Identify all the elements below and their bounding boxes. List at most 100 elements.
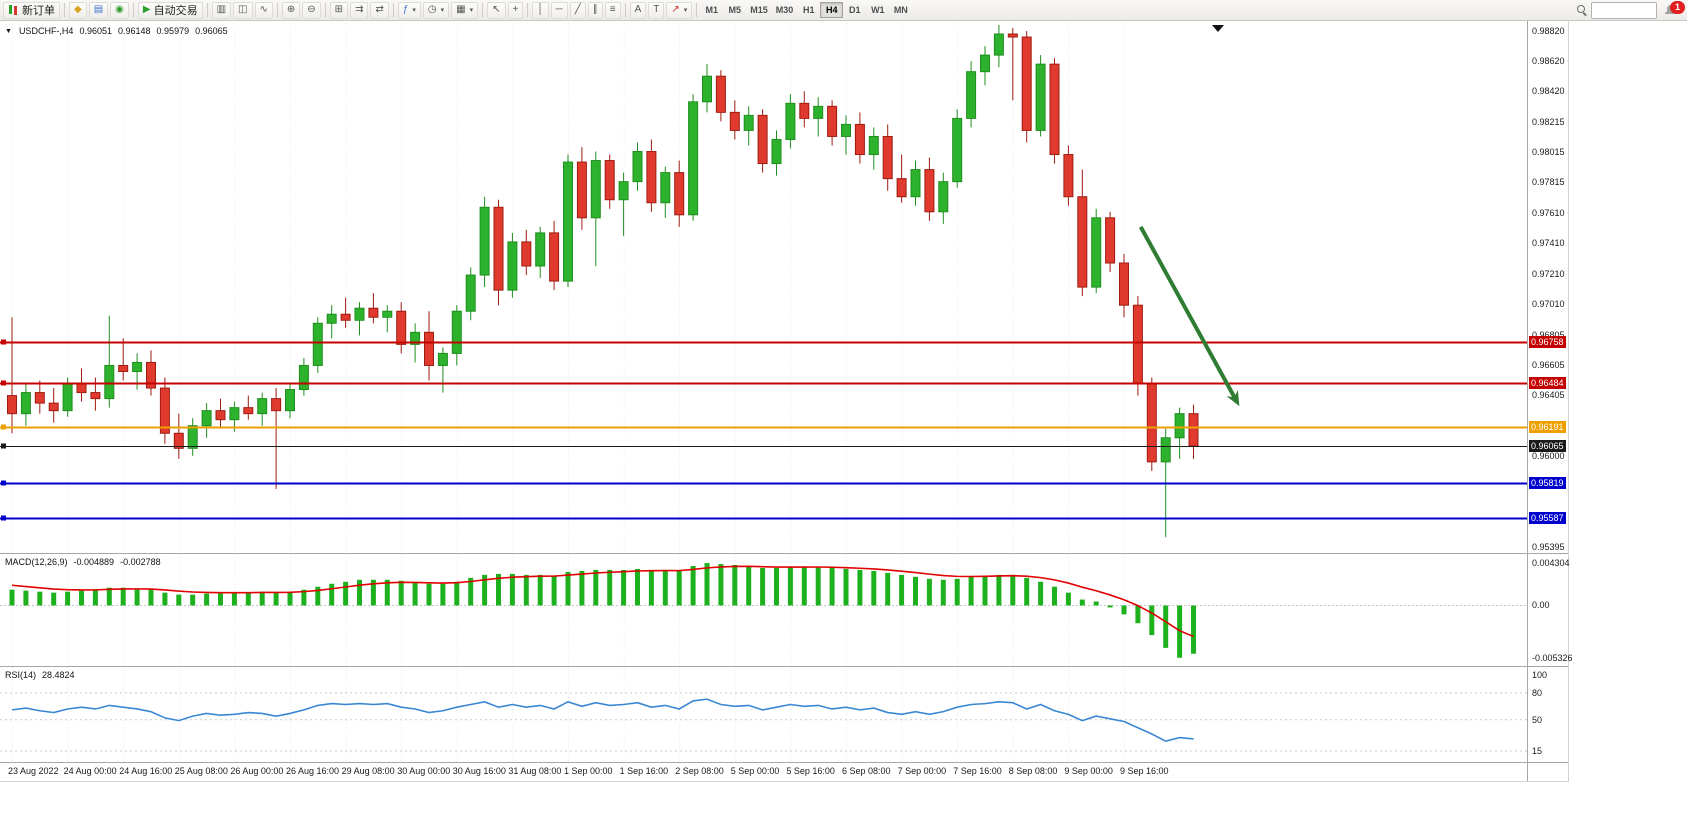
timeframe-button-mn[interactable]: MN	[889, 2, 912, 18]
fibonacci-button[interactable]: ≡	[604, 1, 621, 19]
crosshair-icon: +	[512, 4, 519, 15]
gridlines	[12, 667, 1125, 762]
time-label: 29 Aug 08:00	[341, 766, 395, 776]
time-label: 26 Aug 16:00	[286, 766, 340, 776]
price-scale-label: 0.96605	[1532, 359, 1565, 370]
notifications[interactable]: 1	[1663, 1, 1685, 19]
price-scale-label: 0.98820	[1532, 26, 1565, 36]
auto-scroll-button[interactable]: ⇉	[350, 1, 369, 19]
time-label: 30 Aug 16:00	[452, 766, 506, 776]
toolbar-separator	[696, 3, 698, 17]
auto-trading-button[interactable]: ▶ 自动交易	[137, 1, 203, 19]
window-bottom-edge	[0, 781, 1569, 782]
time-label: 7 Sep 00:00	[897, 766, 947, 776]
panel-separator[interactable]	[0, 666, 1568, 667]
time-label: 6 Sep 08:00	[842, 766, 891, 776]
play-icon: ▶	[142, 4, 151, 15]
time-axis[interactable]: 23 Aug 2022 24 Aug 00:00 24 Aug 16:00 25 Au…	[0, 763, 1527, 780]
toolbar-separator	[276, 3, 278, 17]
time-label: 1 Sep 16:00	[619, 766, 669, 776]
chart-shift-button[interactable]: ⇄	[370, 1, 389, 19]
text-label-button[interactable]: T	[648, 1, 665, 19]
line-chart-button[interactable]: ∿	[254, 1, 273, 19]
charts-stack-button[interactable]: ▤	[88, 1, 109, 19]
toolbar-separator	[392, 3, 394, 17]
rsi-chart[interactable]	[0, 667, 1527, 762]
price-level-line[interactable]	[0, 339, 1527, 345]
channel-button[interactable]: ∥	[587, 1, 603, 19]
one-click-trading-toggle-icon[interactable]: ▼	[5, 27, 12, 35]
zoom-in-button[interactable]: ⊕	[281, 1, 301, 19]
time-label: 24 Aug 00:00	[63, 766, 117, 776]
cursor-button[interactable]: ↖	[487, 1, 506, 19]
time-label: 24 Aug 16:00	[119, 766, 173, 776]
price-scale-label: 0.97815	[1532, 177, 1565, 188]
templates-button[interactable]: ▦ ▾	[451, 1, 479, 19]
rsi-scale-label: 15	[1532, 746, 1543, 756]
broadcast-button[interactable]: ◉	[110, 1, 129, 19]
text-label-icon: T	[653, 4, 660, 15]
rsi-line	[11, 698, 1194, 743]
price-scale-label: 0.98620	[1532, 56, 1565, 67]
candlestick-icon: ◫	[238, 4, 248, 15]
periods-button[interactable]: ◷ ▾	[422, 1, 450, 19]
timeframe-button-h4[interactable]: H4	[820, 2, 844, 18]
timeframe-button-h1[interactable]: H1	[797, 2, 820, 18]
chevron-down-icon: ▾	[683, 7, 688, 14]
price-level-line[interactable]	[0, 443, 1527, 449]
arrows-button[interactable]: ↗ ▾	[666, 1, 693, 19]
bar-chart-button[interactable]: ▥	[211, 1, 232, 19]
timeframe-button-m30[interactable]: M30	[772, 2, 798, 18]
timeframe-button-m15[interactable]: M15	[746, 2, 772, 18]
panel-separator[interactable]	[0, 762, 1568, 763]
chart-shift-marker[interactable]	[1212, 25, 1224, 32]
macd-scale-label: -0.005326	[1532, 653, 1573, 663]
time-label: 9 Sep 00:00	[1064, 766, 1113, 776]
macd-signal-value: -0.002788	[120, 557, 161, 567]
right-axis-column[interactable]: 0.98820 0.98620 0.98420 0.98215 0.98015 0.978…	[1528, 0, 1573, 782]
price-level-line[interactable]	[0, 515, 1527, 521]
timeframe-button-w1[interactable]: W1	[866, 2, 889, 18]
timeframe-button-m1[interactable]: M1	[700, 2, 723, 18]
panel-separator[interactable]	[0, 553, 1568, 554]
zoom-out-button[interactable]: ⊖	[302, 1, 321, 19]
chart-symbol: USDCHF-,H4	[18, 26, 74, 36]
toolbar-separator	[132, 3, 134, 17]
arrows-icon: ↗	[671, 4, 680, 15]
gridlines	[12, 20, 1125, 554]
timeframe-button-d1[interactable]: D1	[843, 2, 866, 18]
price-level-line[interactable]	[0, 480, 1527, 486]
new-order-button[interactable]: 新订单	[3, 1, 60, 19]
timeframe-button-m5[interactable]: M5	[723, 2, 746, 18]
favorites-button[interactable]: ◆	[69, 1, 87, 19]
text-button[interactable]: A	[629, 1, 647, 19]
price-scale-label: 0.96405	[1532, 389, 1565, 400]
price-level-line[interactable]	[0, 380, 1527, 386]
horizontal-line-icon: ─	[555, 4, 563, 15]
crosshair-button[interactable]: +	[507, 1, 524, 19]
candles	[7, 24, 1199, 538]
new-order-icon	[8, 4, 19, 16]
search-input[interactable]	[1591, 1, 1657, 19]
price-chart[interactable]	[0, 20, 1527, 554]
search-icon[interactable]	[1577, 4, 1588, 16]
ohlc-close: 0.96065	[195, 26, 228, 36]
tile-windows-button[interactable]: ⊞	[329, 1, 349, 19]
macd-scale-label: 0.00	[1532, 600, 1550, 611]
trend-arrow-object[interactable]	[1138, 225, 1240, 407]
rsi-scale-label: 50	[1532, 714, 1543, 725]
trendline-icon: ╱	[574, 4, 581, 15]
broadcast-icon: ◉	[115, 4, 124, 15]
toolbar-separator	[64, 3, 65, 17]
trendline-button[interactable]: ╱	[569, 1, 586, 19]
macd-scale-label: 0.004304	[1532, 558, 1570, 568]
price-level-line[interactable]	[0, 424, 1527, 430]
candlestick-chart-button[interactable]: ◫	[233, 1, 253, 19]
price-scale-label: 0.98215	[1532, 117, 1565, 128]
horizontal-line-button[interactable]: ─	[550, 1, 568, 19]
vertical-line-button[interactable]: │	[532, 1, 549, 19]
indicators-button[interactable]: ƒ ▾	[397, 1, 421, 19]
toolbar-separator	[482, 3, 484, 17]
macd-chart[interactable]	[0, 554, 1527, 666]
clock-icon: ◷	[427, 4, 437, 15]
